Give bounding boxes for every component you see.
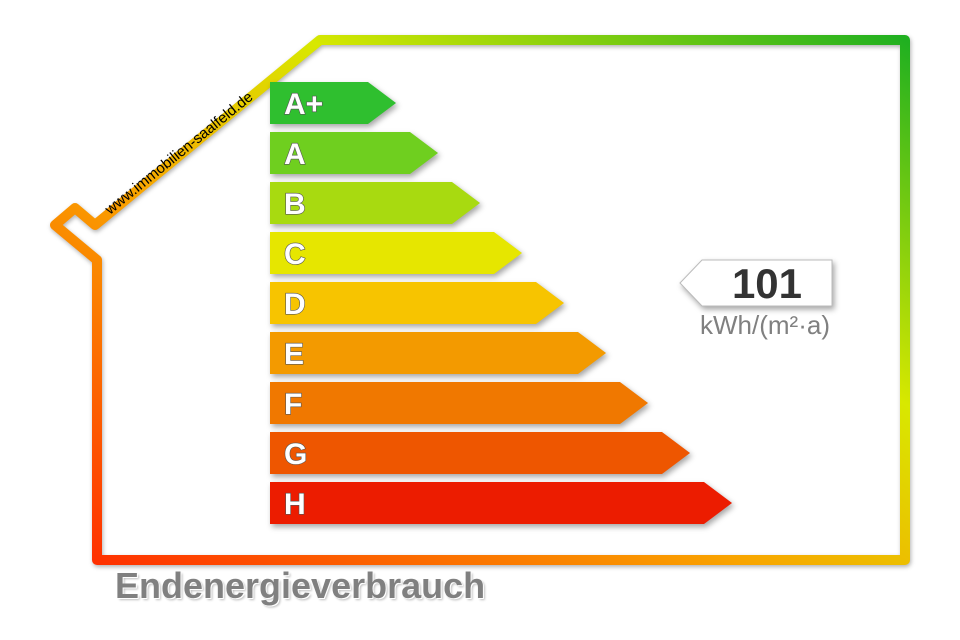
rating-bar-b: B [270, 182, 480, 224]
rating-bar-h: H [270, 482, 732, 524]
rating-label: C [284, 238, 306, 271]
rating-label: D [284, 288, 306, 321]
energy-diagram: www.immobilien-saalfeld.de A+ABCDEFGH 10… [0, 0, 960, 640]
rating-label: G [284, 438, 307, 471]
rating-label: A+ [284, 88, 323, 121]
rating-label: F [284, 388, 302, 421]
rating-label: A [284, 138, 306, 171]
rating-bar-c: C [270, 232, 522, 274]
rating-bar-aplus: A+ [270, 82, 396, 124]
value-number: 101 [732, 260, 802, 307]
rating-label: B [284, 188, 306, 221]
rating-bar-a: A [270, 132, 438, 174]
value-unit: kWh/(m²·a) [700, 310, 830, 341]
rating-bar-f: F [270, 382, 648, 424]
rating-label: H [284, 488, 306, 521]
value-pointer: 101 [678, 258, 840, 314]
rating-bar-d: D [270, 282, 564, 324]
rating-label: E [284, 338, 304, 371]
rating-bar-e: E [270, 332, 606, 374]
rating-bar-g: G [270, 432, 690, 474]
bottom-title: Endenergieverbrauch [115, 565, 485, 607]
